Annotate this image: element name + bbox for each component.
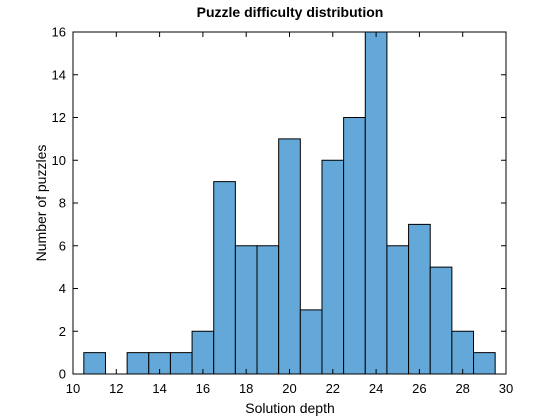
x-axis-label: Solution depth <box>245 400 335 416</box>
x-tick-label: 26 <box>412 381 426 396</box>
histogram-bar <box>343 117 366 375</box>
histogram-bar <box>473 352 496 375</box>
bars-layer <box>83 31 496 375</box>
histogram-bar <box>256 245 280 375</box>
histogram-bar <box>386 245 410 375</box>
x-tick-label: 24 <box>369 381 383 396</box>
ticks-layer <box>72 31 507 375</box>
y-tick-label: 0 <box>59 367 66 382</box>
x-tick-label: 28 <box>455 381 469 396</box>
histogram-bar <box>83 352 106 375</box>
histogram-bar <box>364 31 388 375</box>
histogram-bar <box>191 330 215 375</box>
y-tick-label: 4 <box>59 281 66 296</box>
x-tick-label: 10 <box>66 381 80 396</box>
y-tick-label: 10 <box>52 153 66 168</box>
chart-title: Puzzle difficulty distribution <box>197 4 384 20</box>
y-axis-label: Number of puzzles <box>33 145 49 262</box>
y-tick-label: 6 <box>59 238 66 253</box>
histogram-bar <box>169 352 193 375</box>
x-tick-label: 20 <box>282 381 296 396</box>
y-tick-label: 16 <box>52 25 66 40</box>
histogram-bar <box>126 352 150 375</box>
histogram-bar <box>213 181 236 375</box>
histogram-bar <box>234 245 258 375</box>
y-tick-label: 12 <box>52 110 66 125</box>
x-tick-label: 12 <box>109 381 123 396</box>
x-tick-label: 16 <box>196 381 210 396</box>
x-tick-label: 22 <box>326 381 340 396</box>
x-tick-label: 14 <box>152 381 166 396</box>
histogram-bar <box>299 309 323 375</box>
x-tick-label: 30 <box>499 381 513 396</box>
y-tick-label: 8 <box>59 196 66 211</box>
histogram-bar <box>408 223 431 375</box>
y-tick-label: 2 <box>59 324 66 339</box>
histogram-bar <box>451 330 475 375</box>
histogram-bar <box>278 138 301 375</box>
histogram-bar <box>429 266 453 375</box>
y-tick-label: 14 <box>52 67 66 82</box>
x-tick-label: 18 <box>239 381 253 396</box>
histogram-bar <box>321 159 345 375</box>
